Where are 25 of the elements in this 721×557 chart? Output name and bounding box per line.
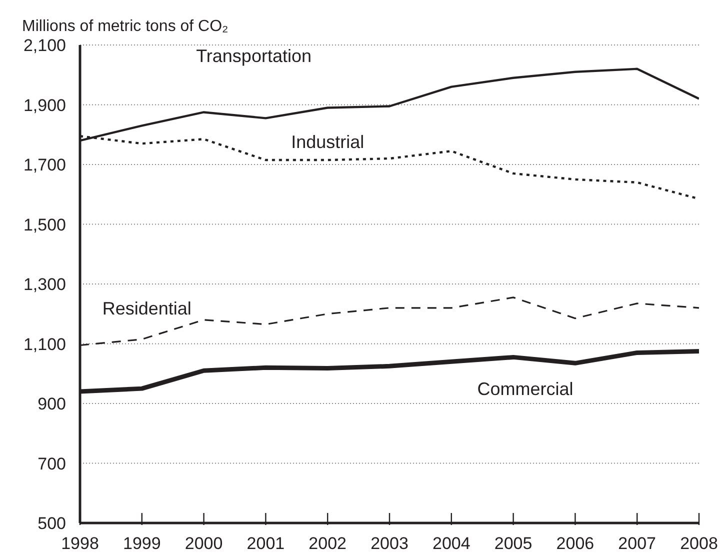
y-tick-label: 1,900 bbox=[23, 96, 66, 115]
y-tick-label: 700 bbox=[38, 454, 66, 474]
x-tick-label: 2006 bbox=[556, 534, 594, 553]
series-label: Industrial bbox=[291, 132, 364, 152]
y-axis-title: Millions of metric tons of CO₂ bbox=[22, 18, 228, 35]
y-tick-label: 500 bbox=[38, 514, 66, 534]
series-label: Residential bbox=[102, 298, 192, 318]
series-label: Commercial bbox=[477, 379, 574, 400]
text: Transportation bbox=[196, 46, 312, 66]
y-tick-label: 1,300 bbox=[23, 275, 66, 294]
x-tick-label: 2001 bbox=[246, 534, 285, 553]
x-tick-label: 2005 bbox=[494, 534, 532, 553]
y-tick-label: 900 bbox=[38, 394, 66, 414]
x-tick-label: 2003 bbox=[370, 534, 408, 553]
x-tick-label: 2008 bbox=[680, 534, 718, 553]
x-tick-label: 1999 bbox=[122, 534, 161, 553]
x-tick-label: 2002 bbox=[308, 534, 347, 553]
x-tick-label: 2004 bbox=[432, 534, 470, 553]
y-tick-label: 2,100 bbox=[23, 36, 66, 56]
y-tick-label: 1,500 bbox=[23, 215, 66, 234]
y-tick-label: 1,700 bbox=[23, 156, 66, 175]
y-tick-label: 1,100 bbox=[23, 334, 66, 354]
x-tick-label: 1998 bbox=[61, 534, 99, 553]
x-tick-label: 2000 bbox=[184, 534, 223, 553]
x-tick-label: 2007 bbox=[618, 534, 656, 553]
